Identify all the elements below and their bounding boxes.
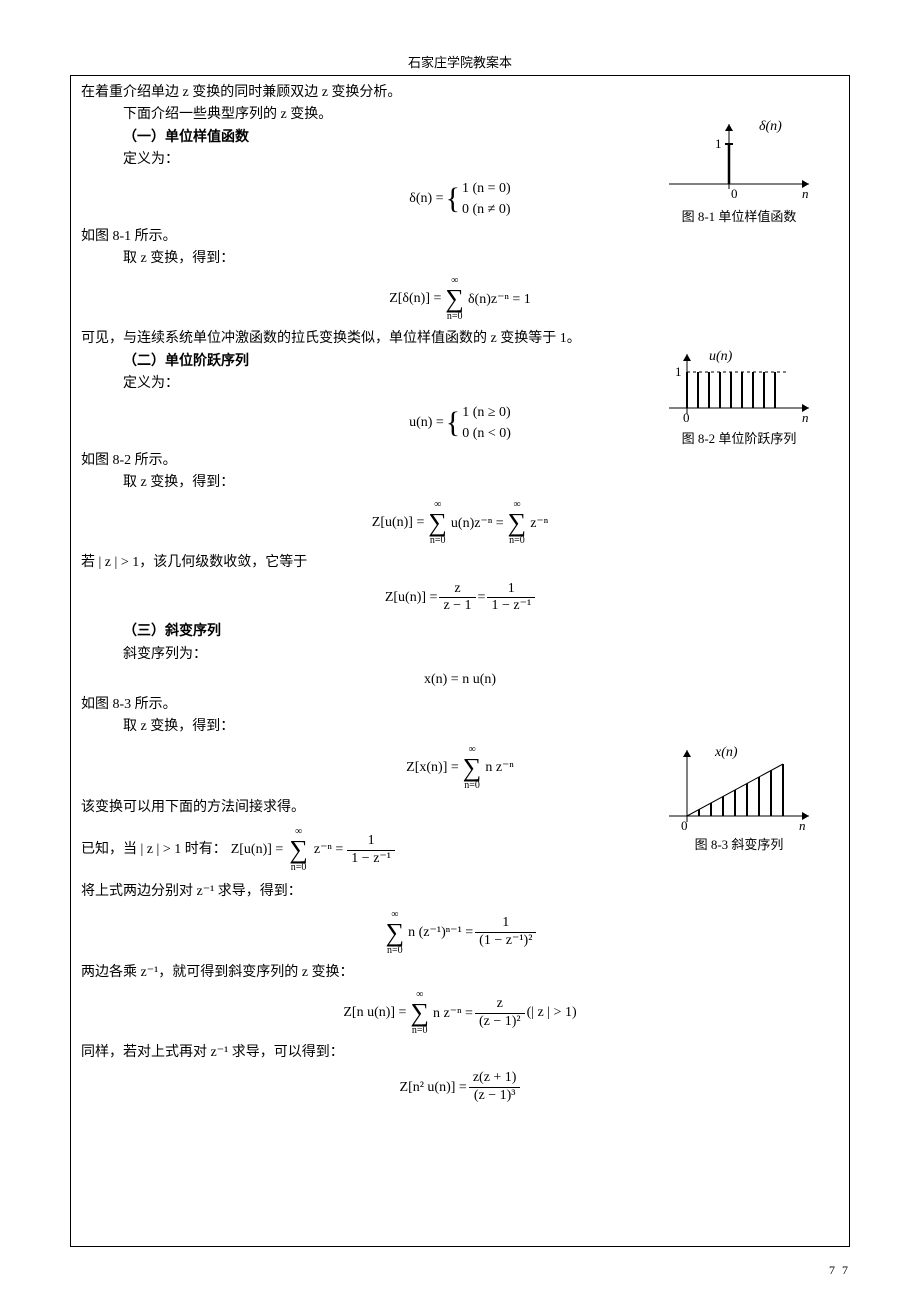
sigma-icon: ∞ ∑ n=0 [289, 827, 308, 873]
fig83-ref: 如图 8-3 所示。 [81, 694, 839, 716]
axis-n: n [802, 186, 809, 201]
para-intro-1: 在着重介绍单边 z 变换的同时兼顾双边 z 变换分析。 [81, 82, 839, 104]
origin-0: 0 [731, 186, 738, 201]
para-5: 斜变序列为： [81, 644, 839, 666]
para-9: 两边各乘 z⁻¹，就可得到斜变序列的 z 变换： [81, 962, 839, 984]
fig-8-1-svg: 1 0 n δ(n) [659, 114, 819, 204]
eq-delta-lhs: δ(n) = [409, 191, 443, 207]
axis-n: n [802, 410, 809, 425]
axis-n: n [799, 818, 806, 832]
ramp-def: x(n) = n u(n) [424, 672, 496, 687]
z-nu-lhs: Z[n u(n)] = [343, 1005, 406, 1021]
u-term2: z⁻ⁿ [530, 515, 548, 532]
nu-term: n z⁻ⁿ = [433, 1005, 473, 1022]
delta-term: δ(n)z⁻ⁿ = 1 [468, 291, 531, 308]
fig-8-1-caption: 图 8-1 单位样值函数 [659, 206, 819, 225]
page: 石家庄学院教案本 在着重介绍单边 z 变换的同时兼顾双边 z 变换分析。 下面介… [0, 0, 920, 1302]
takez-3: 取 z 变换，得到： [81, 716, 839, 738]
deriv-frac: 1 (1 − z⁻¹)² [475, 915, 536, 950]
frac-z-over-z1: z z − 1 [439, 581, 475, 616]
p7-term: z⁻ⁿ = [314, 839, 343, 861]
u-term1: u(n)z⁻ⁿ = [451, 515, 504, 532]
n2-frac: z(z + 1) (z − 1)³ [469, 1070, 521, 1105]
z-u-lhs: Z[u(n)] = [372, 515, 425, 531]
eq-z-u-closed: Z[u(n)] = z z − 1 = 1 1 − z⁻¹ [81, 581, 839, 616]
takez-2: 取 z 变换，得到： [81, 472, 839, 494]
fig-8-2-svg: 1 0 n u(n) [659, 346, 819, 426]
axis-delta: δ(n) [759, 119, 782, 134]
tick-1: 1 [675, 364, 682, 379]
z-delta-lhs: Z[δ(n)] = [389, 291, 441, 307]
fig81-ref: 如图 8-1 所示。 [81, 226, 839, 248]
fig-8-3-svg: 0 n x(n) [659, 742, 819, 832]
eq-z-delta: Z[δ(n)] = ∞ ∑ n=0 δ(n)z⁻ⁿ = 1 [81, 276, 839, 322]
nu-frac: z (z − 1)² [475, 996, 525, 1031]
takez-1: 取 z 变换，得到： [81, 248, 839, 270]
z-u-lhs2: Z[u(n)] = [385, 590, 438, 606]
heading-3: （三）斜变序列 [81, 621, 839, 643]
eq-delta-case2: 0 (n ≠ 0) [462, 202, 511, 217]
eq-z-nu: Z[n u(n)] = ∞ ∑ n=0 n z⁻ⁿ = z (z − 1)² (… [81, 990, 839, 1036]
fig-8-2-caption: 图 8-2 单位阶跃序列 [659, 428, 819, 447]
page-number: 7 7 [829, 1263, 850, 1278]
para-7-text: 已知，当 | z | > 1 时有： [81, 839, 227, 861]
sigma-icon: ∞ ∑ n=0 [445, 276, 464, 322]
axis-x: x(n) [714, 745, 738, 760]
sigma-icon: ∞ ∑ n=0 [463, 745, 482, 791]
para-4: 若 | z | > 1，该几何级数收敛，它等于 [81, 552, 839, 574]
figure-8-3: 0 n x(n) 图 8-3 斜变序列 [659, 742, 819, 853]
eq-u-case1: 1 (n ≥ 0) [462, 405, 511, 420]
sigma-icon: ∞ ∑ n=0 [386, 910, 405, 956]
p7-zu: Z[u(n)] = [231, 839, 284, 861]
fig-8-3-caption: 图 8-3 斜变序列 [659, 834, 819, 853]
eq-u-lhs: u(n) = [409, 415, 444, 431]
tick-1: 1 [715, 136, 722, 151]
sigma-icon: ∞ ∑ n=0 [508, 500, 527, 546]
z-n2-lhs: Z[n² u(n)] = [400, 1080, 467, 1096]
z-x-lhs: Z[x(n)] = [406, 760, 459, 776]
brace-icon: { [446, 408, 460, 438]
brace-icon: { [446, 184, 460, 214]
deriv-term: n (z⁻¹)ⁿ⁻¹ = [408, 924, 473, 941]
sigma-icon: ∞ ∑ n=0 [428, 500, 447, 546]
eq-z-u-sum: Z[u(n)] = ∞ ∑ n=0 u(n)z⁻ⁿ = ∞ ∑ n=0 z⁻ⁿ [81, 500, 839, 546]
eq-deriv: ∞ ∑ n=0 n (z⁻¹)ⁿ⁻¹ = 1 (1 − z⁻¹)² [81, 910, 839, 956]
figure-8-2: 1 0 n u(n) 图 8-2 单位阶跃序列 [659, 346, 819, 447]
frac-1-over-1zinv: 1 1 − z⁻¹ [487, 581, 535, 616]
eq-delta-case1: 1 (n = 0) [462, 181, 511, 196]
figure-8-1: 1 0 n δ(n) 图 8-1 单位样值函数 [659, 114, 819, 225]
para-10: 同样，若对上式再对 z⁻¹ 求导，可以得到： [81, 1042, 839, 1064]
fig82-ref: 如图 8-2 所示。 [81, 450, 839, 472]
eq-u-case2: 0 (n < 0) [462, 426, 511, 441]
eq-sign: = [478, 590, 486, 606]
origin-0: 0 [683, 410, 690, 425]
para-8: 将上式两边分别对 z⁻¹ 求导，得到： [81, 881, 839, 903]
axis-u: u(n) [709, 349, 733, 364]
content-frame: 在着重介绍单边 z 变换的同时兼顾双边 z 变换分析。 下面介绍一些典型序列的 … [70, 75, 850, 1247]
x-term: n z⁻ⁿ [485, 759, 514, 776]
eq-ramp-def: x(n) = n u(n) [81, 672, 839, 688]
page-header: 石家庄学院教案本 [70, 52, 850, 71]
p7-frac: 1 1 − z⁻¹ [347, 833, 395, 868]
sigma-icon: ∞ ∑ n=0 [410, 990, 429, 1036]
nu-cond: (| z | > 1) [527, 1005, 577, 1021]
origin-0: 0 [681, 818, 688, 832]
eq-z-n2: Z[n² u(n)] = z(z + 1) (z − 1)³ [81, 1070, 839, 1105]
